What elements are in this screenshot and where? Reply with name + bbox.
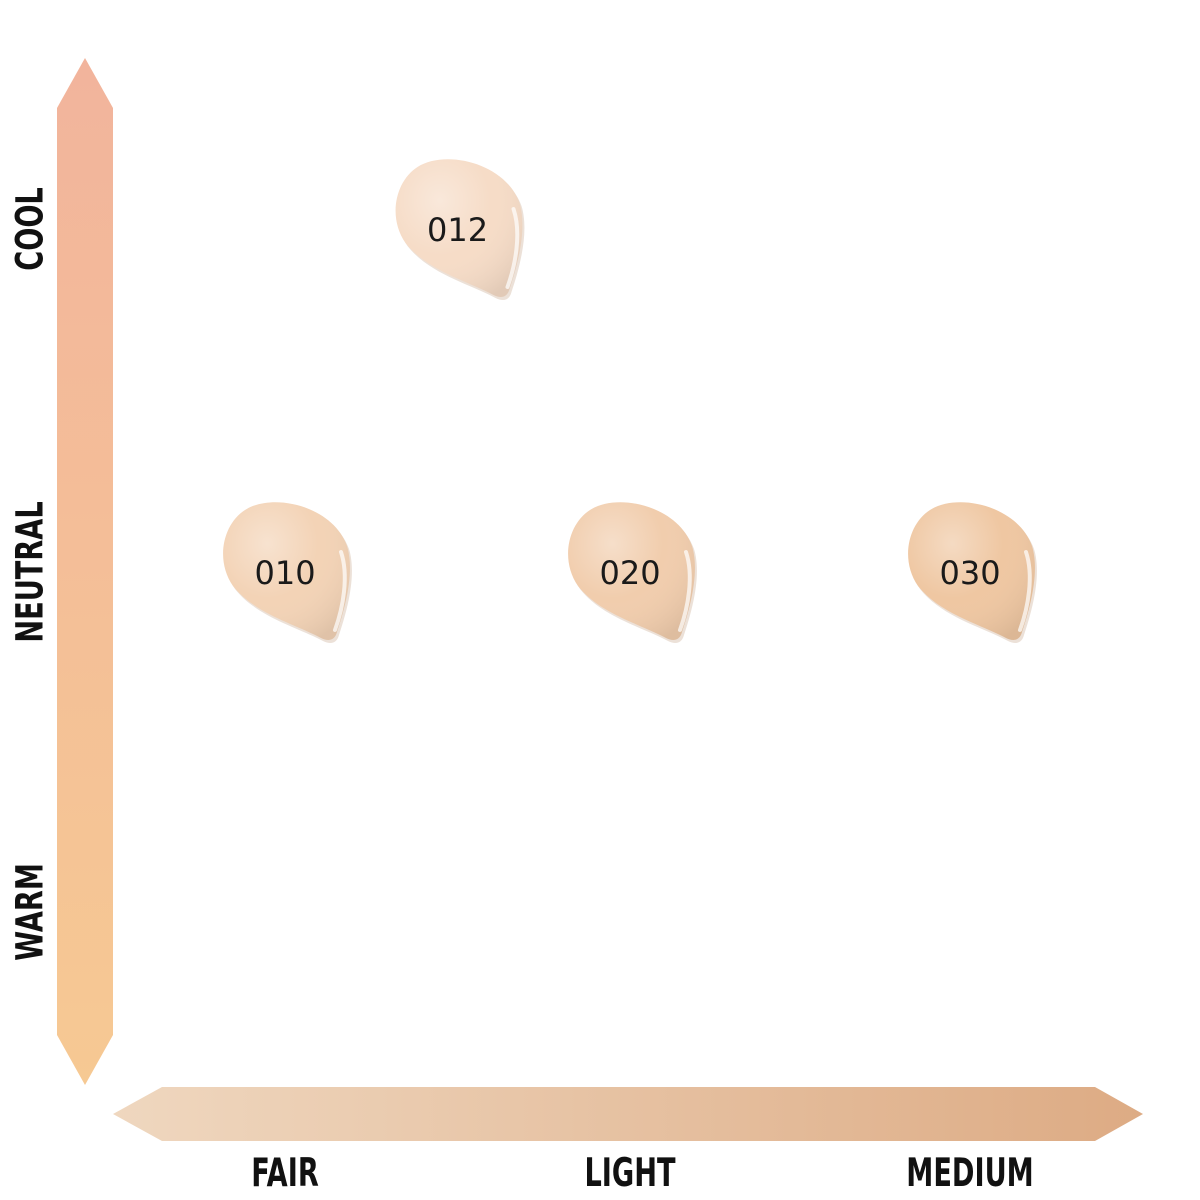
shade-swatch-030: 030 <box>908 502 1037 643</box>
undertone-axis-arrow <box>57 58 113 1085</box>
shade-label-010: 010 <box>254 554 315 592</box>
depth-axis-arrow <box>113 1087 1143 1141</box>
x-tick-label-medium: MEDIUM <box>906 1150 1033 1195</box>
shade-label-020: 020 <box>599 554 660 592</box>
shade-swatch-020: 020 <box>568 502 697 643</box>
shade-label-030: 030 <box>939 554 1000 592</box>
y-tick-label-neutral: NEUTRAL <box>8 501 51 642</box>
x-tick-label-light: LIGHT <box>584 1150 675 1195</box>
shade-swatch-012: 012 <box>395 159 525 301</box>
shade-label-012: 012 <box>427 211 488 249</box>
x-tick-label-fair: FAIR <box>251 1150 319 1195</box>
y-tick-label-warm: WARM <box>8 863 51 961</box>
shade-swatch-010: 010 <box>223 502 352 643</box>
y-tick-label-cool: COOL <box>8 187 51 271</box>
